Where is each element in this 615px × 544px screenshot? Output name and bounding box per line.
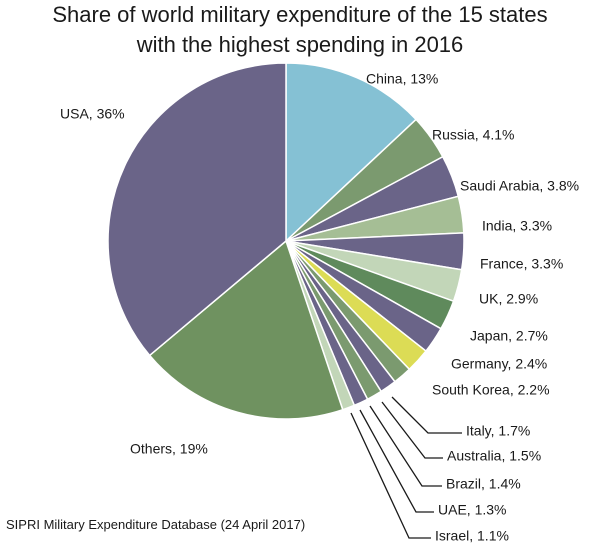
slice-label: Japan, 2.7%: [470, 328, 548, 344]
slice-label: Israel, 1.1%: [435, 528, 509, 544]
slice-label: Others, 19%: [130, 441, 208, 457]
chart-title-line-2: with the highest spending in 2016: [136, 32, 464, 57]
slice-label: Italy, 1.7%: [466, 423, 530, 439]
leader-line: [350, 412, 431, 539]
leader-line: [359, 409, 434, 513]
source-note: SIPRI Military Expenditure Database (24 …: [6, 517, 305, 532]
slice-label: South Korea, 2.2%: [432, 382, 550, 398]
slice-label: Germany, 2.4%: [451, 356, 547, 372]
pie-slices: [107, 62, 465, 420]
slice-label: India, 3.3%: [482, 218, 552, 234]
slice-label: China, 13%: [366, 71, 438, 87]
slice-label: UK, 2.9%: [479, 291, 538, 307]
leader-line: [391, 396, 462, 434]
pie-slice: [285, 62, 418, 243]
slice-label: Brazil, 1.4%: [446, 476, 521, 492]
chart-title-line-1: Share of world military expenditure of t…: [52, 2, 547, 27]
leader-line: [369, 405, 442, 487]
slice-label: USA, 36%: [60, 106, 125, 122]
slice-label: UAE, 1.3%: [438, 502, 506, 518]
slice-label: Australia, 1.5%: [447, 448, 541, 464]
slice-label: France, 3.3%: [480, 256, 563, 272]
slice-label: Saudi Arabia, 3.8%: [460, 178, 579, 194]
pie-slice: [148, 239, 344, 420]
leader-line: [381, 401, 443, 459]
slice-label: Russia, 4.1%: [432, 127, 514, 143]
pie-slice: [107, 62, 287, 357]
slice-labels: China, 13% Russia, 4.1% Saudi Arabia, 3.8%…: [60, 71, 579, 544]
leader-lines: [350, 396, 462, 539]
